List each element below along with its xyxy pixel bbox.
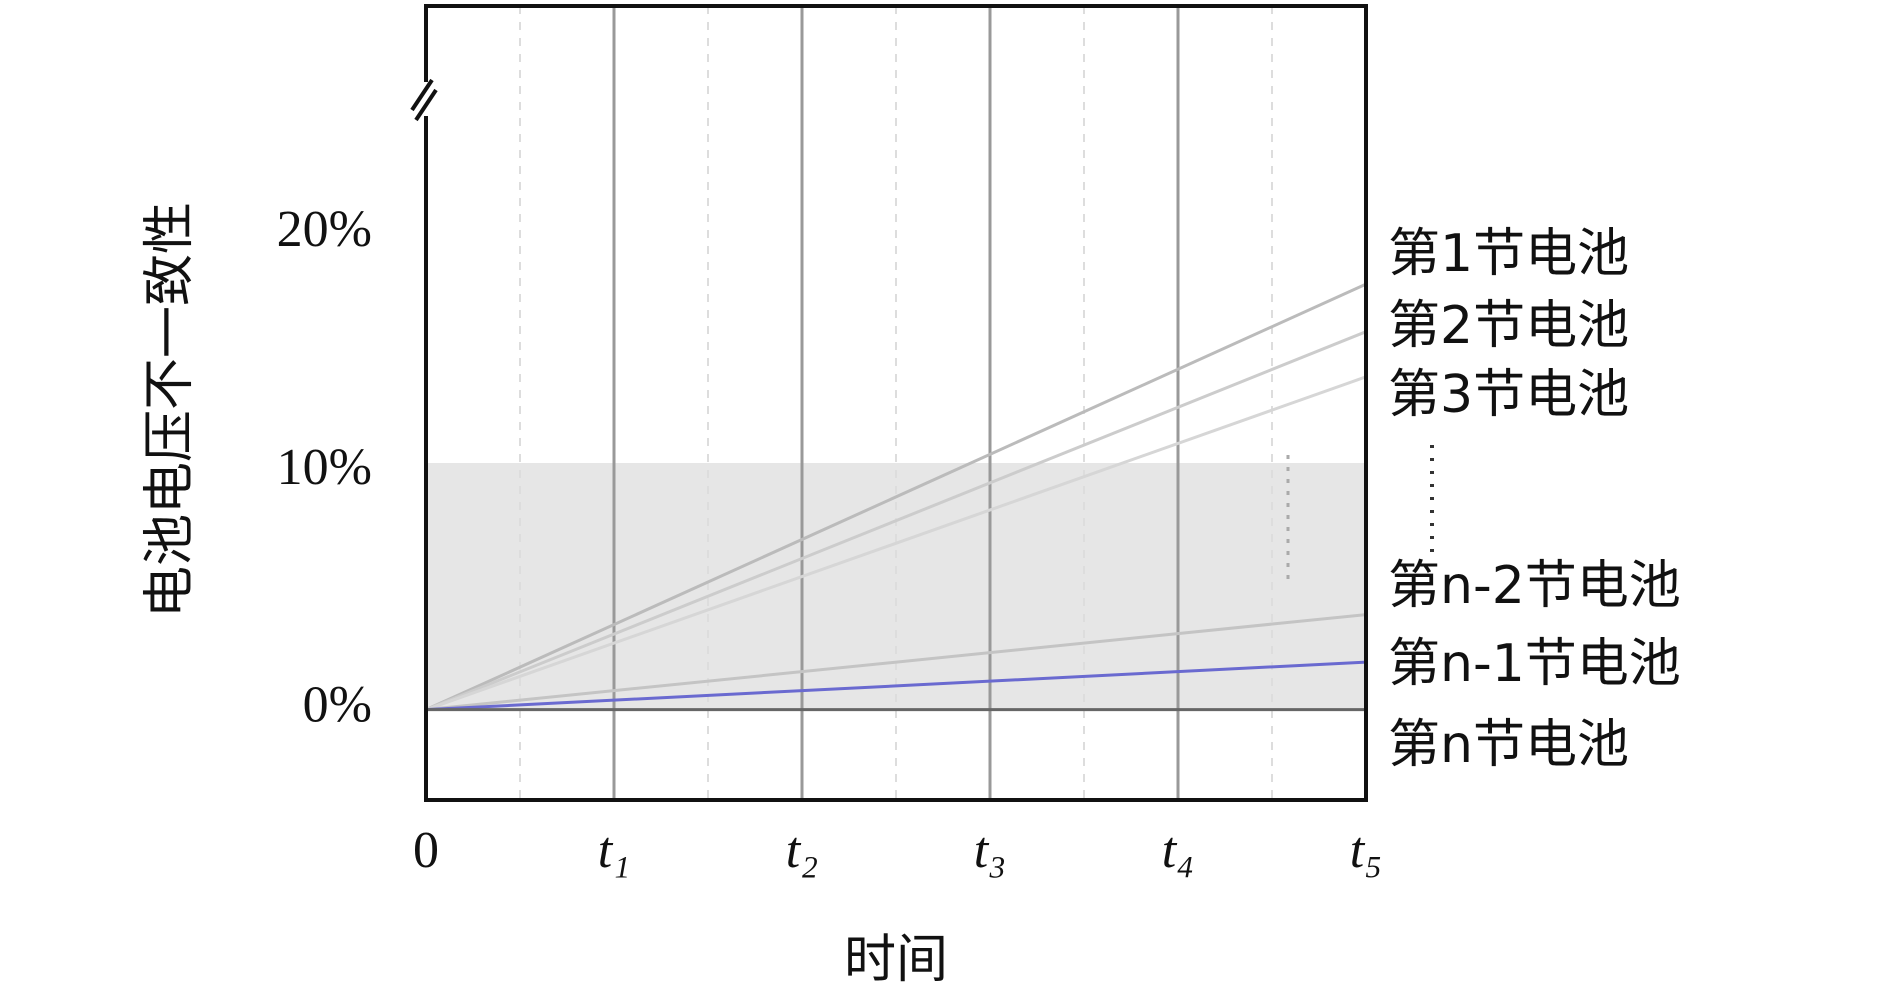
y-axis-label: 电池电压不一致性 bbox=[142, 202, 199, 618]
x-tick-label: t₁ bbox=[598, 822, 631, 879]
series-line bbox=[425, 660, 1367, 712]
y-tick-label: 20% bbox=[277, 201, 372, 258]
legend-label: 第1节电池 bbox=[1388, 224, 1629, 284]
series-line bbox=[425, 330, 1367, 712]
legend-label: 第3节电池 bbox=[1388, 365, 1629, 425]
legend-label: 第2节电池 bbox=[1388, 296, 1629, 356]
x-tick-label: 0 bbox=[413, 822, 439, 879]
x-tick-label: t₂ bbox=[786, 822, 819, 879]
series-line bbox=[425, 375, 1367, 712]
legend-label: 第n-1节电池 bbox=[1388, 634, 1681, 694]
legend-label: 第n节电池 bbox=[1388, 715, 1629, 775]
y-tick-label: 10% bbox=[277, 439, 372, 496]
x-tick-label: t₃ bbox=[974, 822, 1007, 879]
series-line bbox=[425, 282, 1367, 712]
x-axis-label: 时间 bbox=[844, 932, 948, 989]
x-tick-label: t₄ bbox=[1162, 822, 1195, 879]
axis-break bbox=[410, 78, 438, 122]
plot-frame bbox=[424, 4, 1368, 802]
series-line bbox=[425, 613, 1367, 712]
legend-label: 第n-2节电池 bbox=[1388, 556, 1681, 616]
x-tick-label: t₅ bbox=[1350, 822, 1383, 879]
y-tick-label: 0% bbox=[303, 677, 372, 734]
